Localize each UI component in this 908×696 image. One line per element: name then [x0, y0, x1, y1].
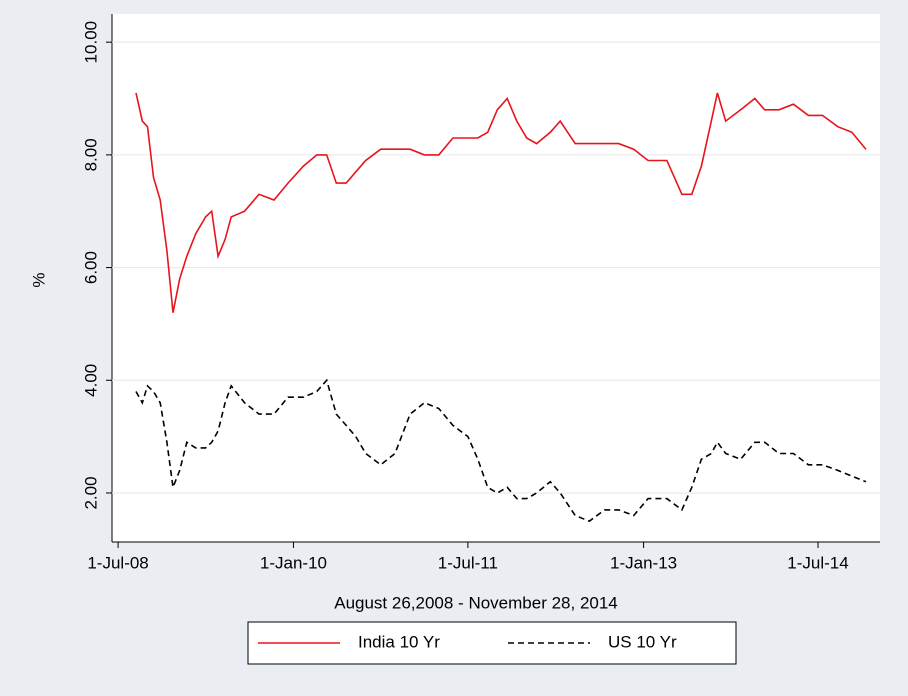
line-series: [135, 92, 867, 313]
plot-area: [112, 14, 880, 542]
y-tick-label: 4.00: [81, 364, 100, 397]
y-tick-label: 10.00: [81, 21, 100, 64]
x-tick-label: 1-Jan-10: [260, 553, 327, 572]
x-tick-label: 1-Jul-08: [87, 553, 148, 572]
x-axis-label: August 26,2008 - November 28, 2014: [334, 593, 618, 612]
line-series: [135, 378, 867, 523]
x-tick-label: 1-Jan-13: [610, 553, 677, 572]
x-tick-label: 1-Jul-11: [438, 553, 498, 572]
y-tick-label: 2.00: [81, 476, 100, 509]
x-tick-label: 1-Jul-14: [787, 553, 848, 572]
legend-label: US 10 Yr: [608, 632, 677, 651]
y-tick-label: 8.00: [81, 138, 100, 171]
y-axis-label: %: [29, 272, 48, 287]
y-tick-label: 6.00: [81, 251, 100, 284]
legend-label: India 10 Yr: [358, 632, 440, 651]
